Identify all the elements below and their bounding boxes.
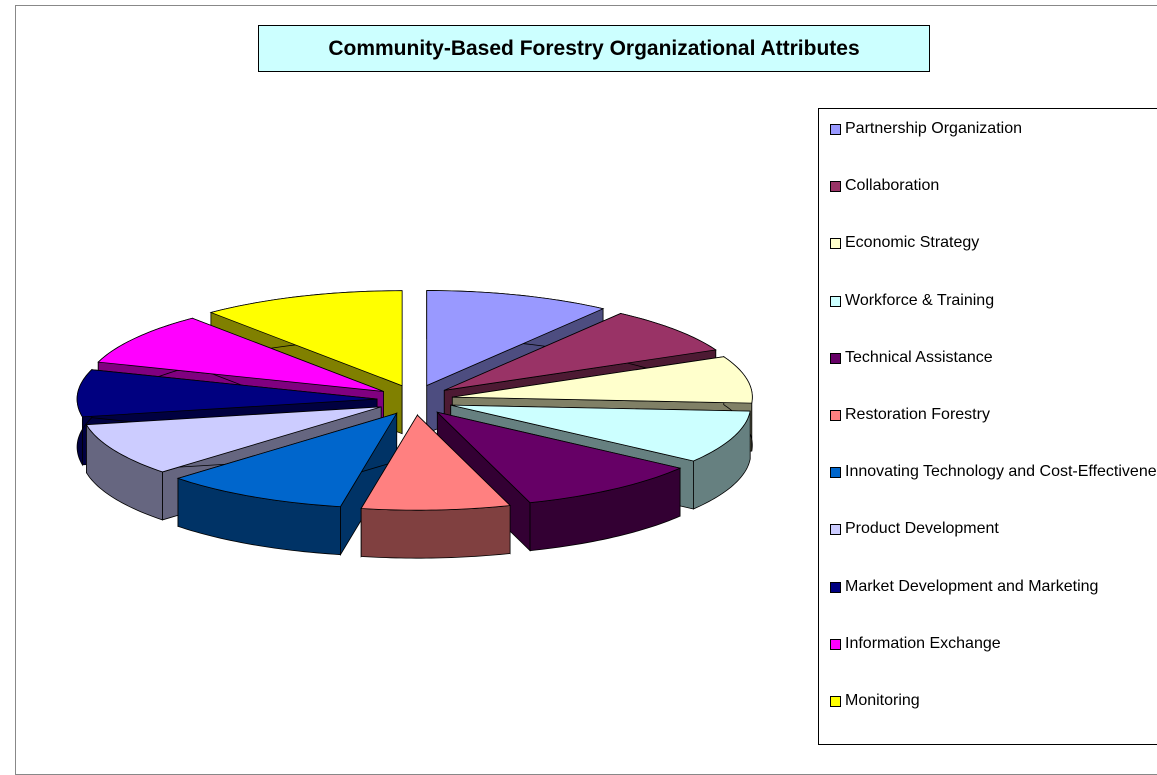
legend-label: Market Development and Marketing [845,577,1099,595]
legend-item: Economic Strategy [827,233,1157,253]
chart-title: Community-Based Forestry Organizational … [258,25,930,72]
slice-top [360,414,511,511]
slice-top [452,356,753,404]
legend-swatch [830,524,841,536]
slice-top [85,406,382,473]
slice-top [426,290,605,387]
legend-item: Information Exchange [827,634,1157,654]
legend-item: Workforce & Training [827,291,1157,311]
legend-swatch [830,638,841,650]
legend-swatch [830,238,841,250]
legend-swatch [830,352,841,364]
slice-top [76,369,378,418]
legend-swatch [830,124,841,135]
legend-item: Technical Assistance [827,348,1157,368]
legend-swatch [830,467,841,479]
slice-top [176,412,398,508]
legend-label: Innovating Technology and Cost-Effective… [845,463,1157,481]
legend-label: Workforce & Training [845,291,995,309]
legend-item: Monitoring [827,691,1157,711]
legend-swatch [830,295,841,307]
legend-swatch [830,696,841,707]
legend-swatch [830,581,841,593]
slice [360,413,511,559]
slice-top [450,404,751,462]
legend-item: Collaboration [827,176,1157,196]
legend-label: Monitoring [845,692,920,709]
slice-top [209,290,403,387]
legend: Partnership Organization Collaboration Eco… [818,108,1157,745]
legend-item: Partnership Organization [827,119,1157,139]
slice-top [97,317,384,392]
legend-item: Product Development [827,519,1157,539]
legend-item: Market Development and Marketing [827,577,1157,597]
legend-item: Innovating Technology and Cost-Effective… [827,462,1157,482]
legend-swatch [830,410,841,421]
legend-item: Restoration Forestry [827,405,1157,425]
slice-top [436,411,682,504]
legend-label: Economic Strategy [845,234,980,252]
slice-top [444,313,717,391]
legend-label: Technical Assistance [845,348,993,366]
slice [176,411,398,557]
legend-swatch [830,181,841,193]
pie-chart [76,290,753,559]
legend-label: Restoration Forestry [845,406,990,423]
slice-side [360,505,511,559]
legend-label: Information Exchange [845,634,1001,652]
legend-label: Partnership Organization [845,120,1022,137]
legend-label: Collaboration [845,177,940,195]
legend-label: Product Development [845,520,999,538]
